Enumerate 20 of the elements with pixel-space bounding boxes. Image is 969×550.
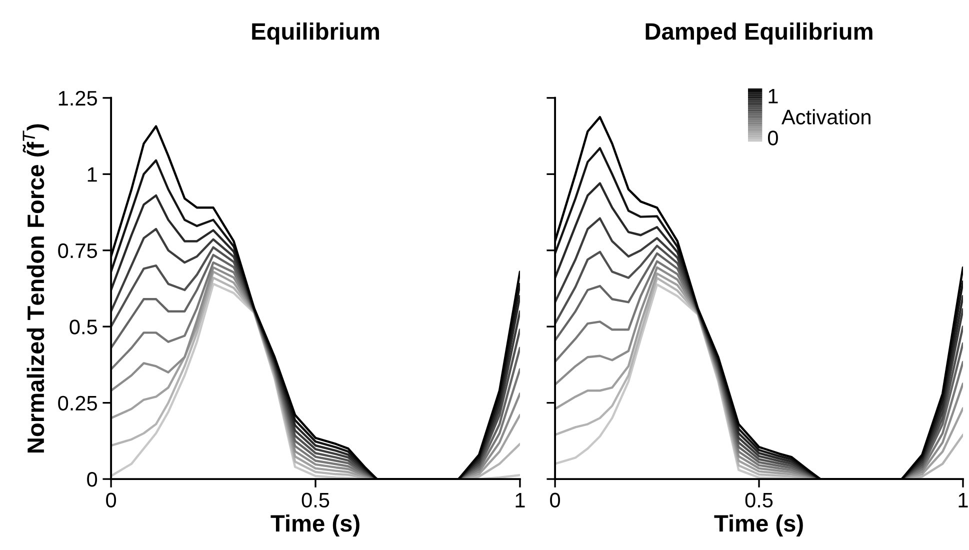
y-axis-title: Normalized Tendon Force (f̃$^{T}$) (22, 124, 49, 453)
y-tick-label: 0 (87, 472, 98, 487)
x-tick-label: 0.5 (302, 492, 330, 508)
annotation: 0 (768, 130, 778, 146)
x-axis-title: Time (s) (270, 514, 360, 536)
annotation: Activation (781, 109, 870, 124)
y-tick-label: 0.5 (70, 320, 97, 334)
y-tick-label: 0.75 (58, 243, 97, 258)
y-tick-label: 0.25 (58, 396, 97, 411)
y-tick-label: 1 (88, 167, 97, 182)
chart-title: Damped Equilibrium (646, 22, 872, 44)
x-axis-title: Time (s) (714, 514, 803, 536)
x-tick-label: 0.5 (745, 492, 773, 508)
x-tick-label: 0 (550, 492, 560, 508)
chart-title: Equilibrium (252, 22, 379, 44)
y-tick-label: 1.25 (58, 90, 97, 106)
x-tick-label: 1 (958, 493, 968, 508)
x-tick-label: 0 (106, 492, 116, 508)
x-tick-label: 1 (516, 493, 525, 508)
annotation: 1 (768, 88, 778, 104)
